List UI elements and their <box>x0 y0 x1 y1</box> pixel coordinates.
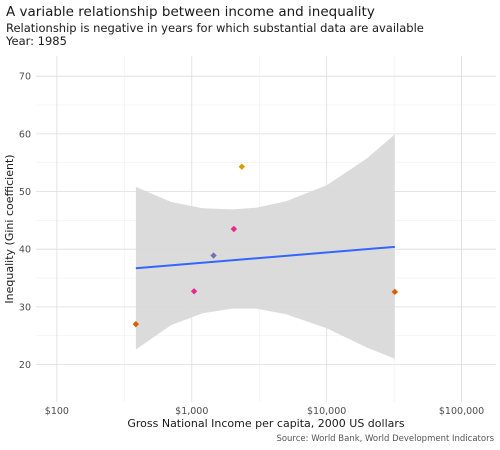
y-tick-label: 40 <box>19 245 31 256</box>
fit-line <box>135 245 395 270</box>
y-axis-title: Inequality (Gini coefficient) <box>3 154 16 303</box>
data-point <box>391 288 399 296</box>
data-point <box>132 320 140 328</box>
data-points <box>132 163 399 328</box>
x-tick-label: $100,000 <box>439 406 484 417</box>
y-tick-label: 60 <box>19 129 31 140</box>
x-axis-title: Gross National Income per capita, 2000 U… <box>127 417 405 430</box>
y-axis-ticks: 20 30 40 50 60 70 <box>19 72 31 371</box>
year-label: Year: 1985 <box>6 34 67 48</box>
y-tick-label: 70 <box>19 72 31 83</box>
y-tick-label: 20 <box>19 360 31 371</box>
data-point <box>230 225 238 233</box>
data-point <box>210 252 217 259</box>
data-point <box>190 288 198 295</box>
source-caption: Source: World Bank, World Development In… <box>276 434 494 444</box>
y-tick-label: 30 <box>19 302 31 313</box>
y-tick-label: 50 <box>19 187 31 198</box>
chart-subtitle: Relationship is negative in years for wh… <box>6 21 424 35</box>
confidence-band <box>135 134 395 359</box>
data-point <box>238 163 246 170</box>
x-tick-label: $1,000 <box>175 406 208 417</box>
chart-title: A variable relationship between income a… <box>6 4 375 20</box>
x-axis-ticks: $100 $1,000 $10,000 $100,000 <box>45 406 484 417</box>
x-tick-label: $10,000 <box>307 406 346 417</box>
x-tick-label: $100 <box>45 406 69 417</box>
fit-line-group <box>135 245 395 270</box>
confidence-band-area <box>135 134 395 359</box>
